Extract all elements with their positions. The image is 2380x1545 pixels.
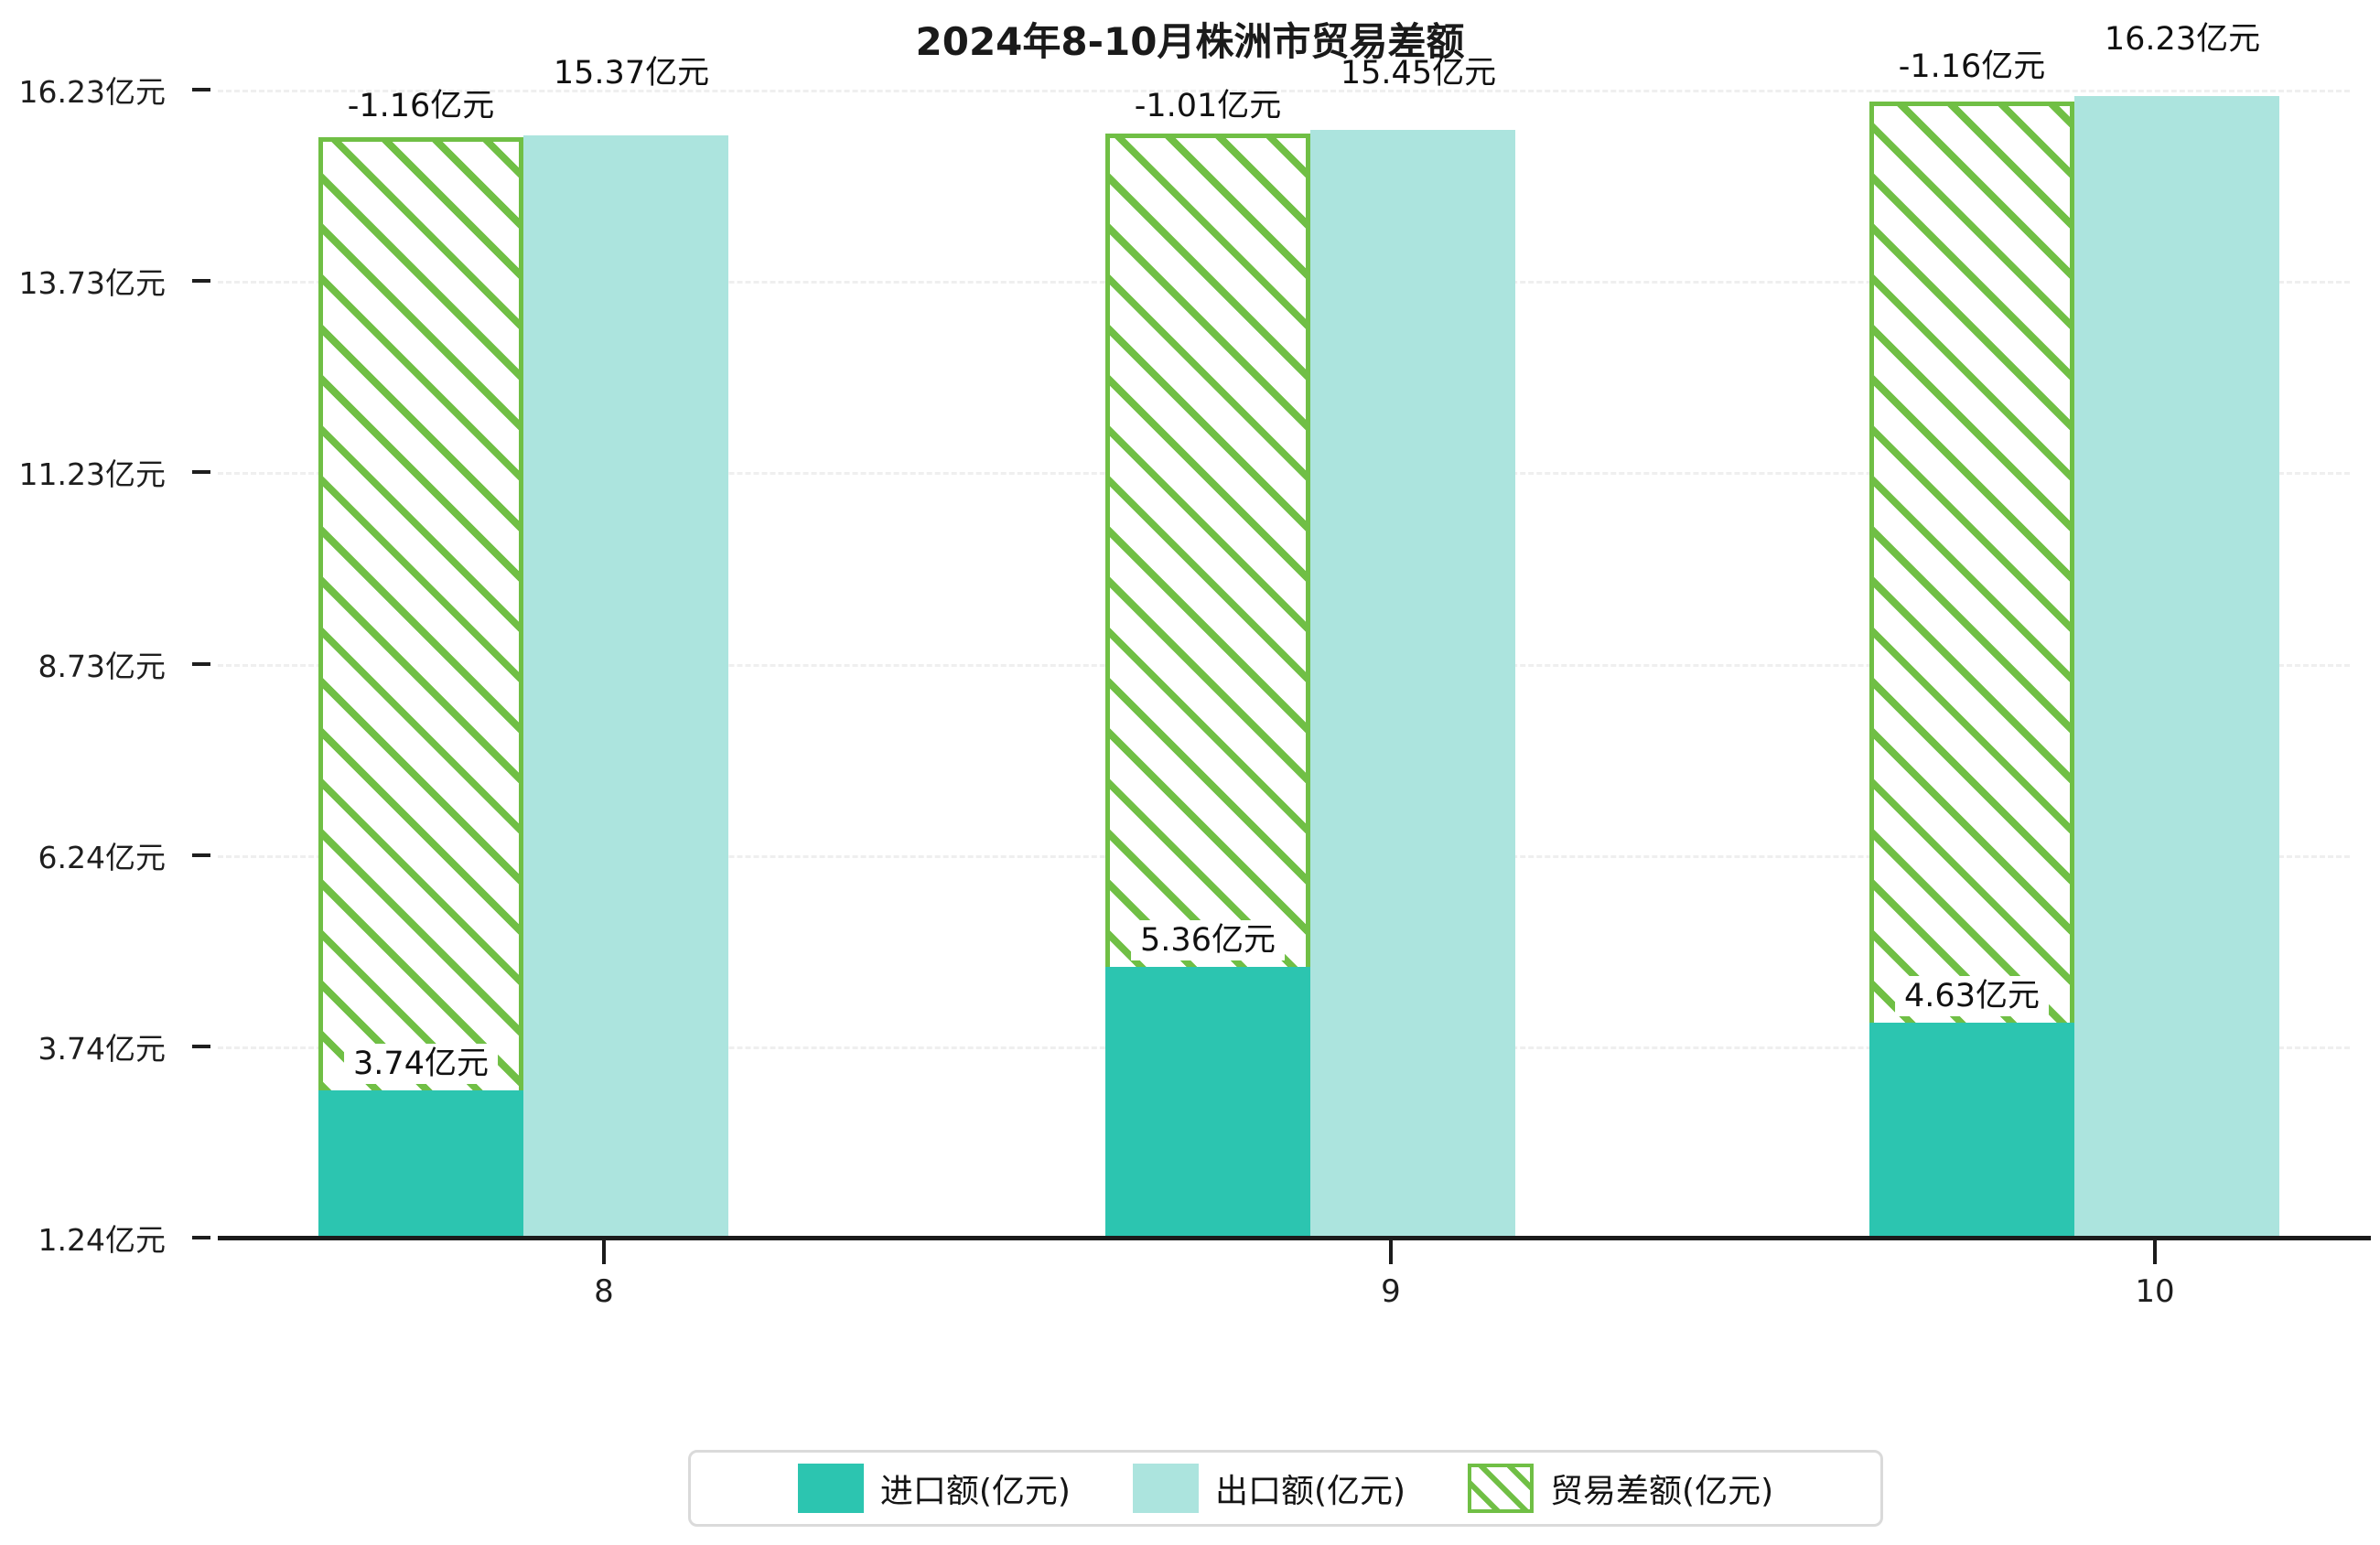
- x-tick-mark-9: [1389, 1240, 1393, 1264]
- bar-label-import-8: 3.74亿元: [344, 1044, 498, 1085]
- gridline: [218, 90, 2350, 92]
- legend-swatch-export-icon: [1132, 1464, 1199, 1513]
- x-tick-label-10: 10: [2135, 1273, 2175, 1310]
- bar-import-10[interactable]: [1869, 1023, 2074, 1238]
- y-tick-mark-11: [192, 470, 210, 474]
- bar-label-trade-balance-9: -1.01亿元: [1134, 88, 1282, 124]
- y-tick-label-1: 1.24亿元: [38, 1222, 166, 1258]
- y-tick-mark-1: [192, 1236, 210, 1239]
- x-tick-mark-10: [2153, 1240, 2157, 1264]
- legend-item-trade-balance[interactable]: 贸易差额(亿元): [1468, 1464, 1773, 1513]
- bar-import-8[interactable]: [318, 1090, 523, 1238]
- bar-export-10[interactable]: [2074, 96, 2279, 1238]
- legend-swatch-trade-balance-icon: [1468, 1464, 1535, 1513]
- y-tick-mark-8: [192, 662, 210, 666]
- y-tick-label-16: 16.23亿元: [18, 74, 166, 110]
- legend-item-export[interactable]: 出口额(亿元): [1132, 1464, 1406, 1513]
- bar-label-export-10: 16.23亿元: [2104, 21, 2261, 58]
- y-tick-label-11: 11.23亿元: [18, 456, 166, 492]
- x-axis-line: [218, 1236, 2371, 1240]
- y-tick-mark-6: [192, 853, 210, 857]
- legend-label-export: 出口额(亿元): [1214, 1473, 1406, 1510]
- legend-swatch-import-icon: [797, 1464, 864, 1513]
- y-tick-mark-13: [192, 279, 210, 283]
- x-tick-mark-8: [602, 1240, 606, 1264]
- bar-export-8[interactable]: [523, 135, 728, 1238]
- bar-import-9[interactable]: [1105, 967, 1310, 1238]
- chart-legend: 进口额(亿元) 出口额(亿元) 贸易差额(亿元): [688, 1450, 1883, 1527]
- y-tick-label-3: 3.74亿元: [38, 1031, 166, 1067]
- y-tick-mark-3: [192, 1045, 210, 1048]
- y-tick-label-13: 13.73亿元: [18, 265, 166, 301]
- plot-area: -1.16亿元 15.37亿元 3.74亿元 -1.01亿元 15.45亿元 5…: [218, 21, 2350, 1238]
- bar-label-import-9: 5.36亿元: [1131, 920, 1285, 961]
- legend-item-import[interactable]: 进口额(亿元): [797, 1464, 1071, 1513]
- bar-label-trade-balance-10: -1.16亿元: [1898, 48, 2046, 85]
- legend-label-import: 进口额(亿元): [879, 1473, 1071, 1510]
- x-tick-label-8: 8: [594, 1273, 614, 1310]
- bar-label-import-10: 4.63亿元: [1895, 976, 2049, 1017]
- bar-label-export-8: 15.37亿元: [553, 55, 710, 91]
- bar-label-trade-balance-8: -1.16亿元: [347, 88, 495, 124]
- bar-export-9[interactable]: [1310, 130, 1515, 1238]
- y-tick-mark-16: [192, 88, 210, 91]
- legend-label-trade-balance: 贸易差额(亿元): [1550, 1473, 1774, 1510]
- y-tick-label-8: 8.73亿元: [38, 649, 166, 684]
- y-tick-label-6: 6.24亿元: [38, 840, 166, 875]
- bar-label-export-9: 15.45亿元: [1340, 55, 1497, 91]
- x-tick-label-9: 9: [1381, 1273, 1401, 1310]
- chart-title: 2024年8-10月株洲市贸易差额: [915, 19, 1465, 64]
